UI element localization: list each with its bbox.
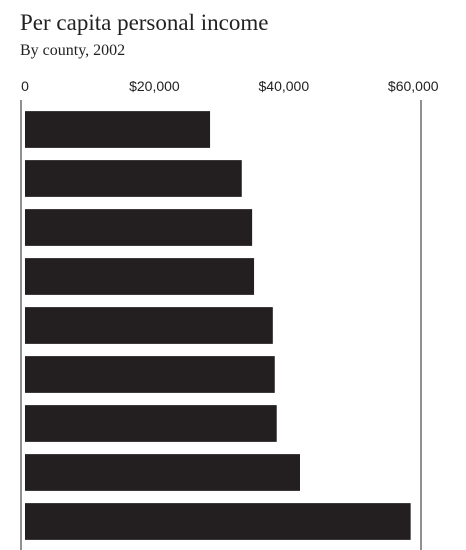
x-tick-label: $60,000 [388,78,439,94]
bar [25,307,273,344]
bar [25,454,300,491]
bar [25,405,277,442]
bar [25,356,275,393]
bar [25,258,255,295]
chart-subtitle: By county, 2002 [20,42,125,59]
chart-title: Per capita personal income [20,10,268,35]
x-tick-label: $20,000 [129,78,180,94]
bar [25,111,211,148]
bar [25,209,253,246]
x-tick-label: $40,000 [259,78,310,94]
x-tick-label: 0 [21,78,29,94]
bar [25,503,411,540]
bar [25,160,242,197]
